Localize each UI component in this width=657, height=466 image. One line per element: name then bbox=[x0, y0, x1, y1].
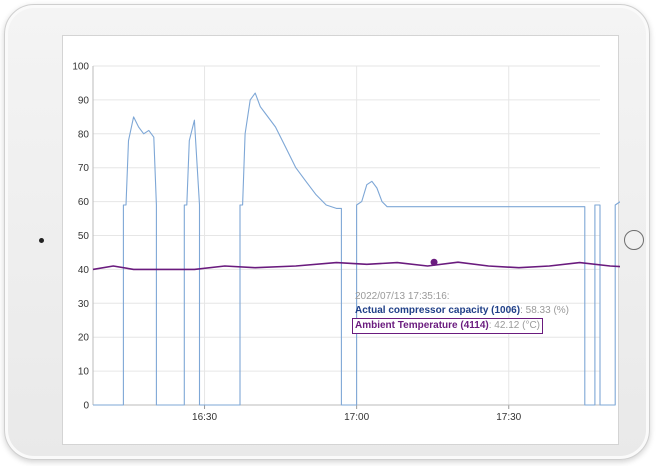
tooltip-series1-name: Actual compressor capacity (1006) bbox=[355, 305, 521, 316]
camera-dot-icon bbox=[39, 238, 44, 243]
tooltip-series2-value: : 42.12 (°C) bbox=[488, 320, 540, 331]
tooltip-row-capacity: Actual compressor capacity (1006): 58.33… bbox=[355, 304, 569, 318]
y-tick-label: 10 bbox=[78, 367, 90, 378]
y-tick-label: 0 bbox=[83, 401, 89, 412]
tablet-frame: 010203040506070809010016:3017:0017:3018:… bbox=[4, 4, 650, 460]
chart-tooltip: 2022/07/13 17:35:16: Actual compressor c… bbox=[352, 290, 569, 334]
x-tick-label: 17:00 bbox=[344, 412, 369, 423]
home-button[interactable] bbox=[624, 230, 644, 250]
line-chart: 010203040506070809010016:3017:0017:3018:… bbox=[72, 62, 620, 423]
series-ambient-temperature-line bbox=[92, 261, 620, 271]
y-tick-label: 60 bbox=[78, 197, 90, 208]
tooltip-series2-name: Ambient Temperature (4114) bbox=[355, 320, 489, 331]
series-compressor-capacity-line bbox=[93, 92, 620, 406]
y-tick-label: 100 bbox=[72, 62, 89, 73]
y-tick-label: 20 bbox=[78, 333, 90, 344]
x-tick-label: 16:30 bbox=[192, 412, 217, 423]
chart-screen: 010203040506070809010016:3017:0017:3018:… bbox=[62, 35, 620, 445]
y-tick-label: 80 bbox=[78, 129, 90, 140]
y-tick-label: 40 bbox=[78, 265, 90, 276]
y-tick-label: 70 bbox=[78, 163, 90, 174]
x-tick-label: 17:30 bbox=[496, 412, 521, 423]
y-tick-label: 50 bbox=[78, 231, 90, 242]
y-tick-label: 30 bbox=[78, 299, 90, 310]
y-tick-label: 90 bbox=[78, 95, 90, 106]
tooltip-series1-value: : 58.33 (%) bbox=[520, 305, 569, 316]
highlight-point bbox=[430, 258, 438, 266]
tooltip-row-ambient: Ambient Temperature (4114): 42.12 (°C) bbox=[352, 318, 543, 334]
tooltip-timestamp: 2022/07/13 17:35:16: bbox=[355, 291, 450, 302]
